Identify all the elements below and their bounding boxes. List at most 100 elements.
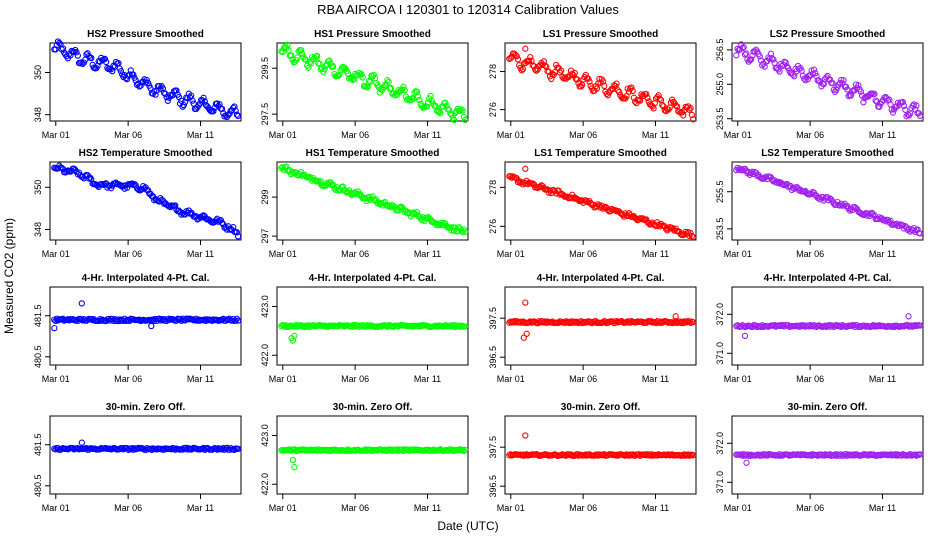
data-point [857, 88, 865, 95]
data-point [329, 63, 337, 70]
panel-title: 4-Hr. Interpolated 4-Pt. Cal. [764, 273, 892, 284]
data-point [812, 70, 819, 77]
data-point [838, 76, 845, 84]
data-point [413, 209, 421, 216]
panel-title: 30-min. Zero Off. [333, 402, 413, 413]
data-point [840, 77, 847, 84]
data-point [789, 71, 797, 78]
panel-11: 4-Hr. Interpolated 4-Pt. Cal. Mar 01 Mar 0… [715, 273, 924, 384]
panel-2: LS1 Pressure Smoothed Mar 01 Mar 06 Mar 11 2… [488, 29, 697, 140]
data-point [370, 71, 377, 79]
data-point [288, 52, 295, 59]
data-point [164, 97, 171, 104]
data-point [846, 207, 853, 214]
data-point [916, 230, 924, 237]
data-point [575, 196, 582, 204]
panel-7: LS2 Temperature Smoothed Mar 01 Mar 06 Mar … [715, 148, 924, 259]
x-tick-label: Mar 11 [869, 249, 896, 259]
figure-title: RBA AIRCOA I 120301 to 120314 Calibratio… [317, 2, 619, 17]
panel-1: HS1 Pressure Smoothed Mar 01 Mar 06 Mar 11 2… [260, 29, 469, 140]
data-point [279, 48, 286, 56]
data-point [889, 109, 897, 116]
y-tick-label: 350 [33, 65, 43, 80]
data-point [189, 97, 196, 104]
data-point [689, 319, 697, 326]
panel-title: 30-min. Zero Off. [106, 402, 186, 413]
x-tick-label: Mar 06 [796, 503, 824, 513]
x-tick-label: Mar 11 [869, 130, 896, 140]
outlier-point [522, 45, 529, 52]
outlier-point [78, 300, 85, 307]
data-point [561, 74, 568, 81]
data-point [374, 82, 381, 89]
data-point [52, 46, 59, 53]
x-tick-label: Mar 01 [269, 130, 297, 140]
panel-title: HS2 Temperature Smoothed [79, 148, 213, 159]
data-point [88, 176, 95, 183]
data-point [216, 101, 223, 108]
data-point [234, 445, 242, 453]
y-tick-label: 481.5 [33, 433, 43, 456]
data-point [231, 103, 238, 110]
plot-frame [49, 286, 242, 366]
data-point [655, 92, 662, 99]
y-tick-label: 299.5 [260, 57, 270, 80]
data-point [577, 83, 585, 90]
data-point [387, 85, 395, 92]
x-tick-label: Mar 06 [569, 503, 597, 513]
x-tick-label: Mar 01 [42, 249, 70, 259]
y-tick-label: 397.5 [488, 436, 498, 459]
plot-frame [504, 286, 697, 366]
data-point [741, 51, 749, 58]
data-point [900, 102, 908, 110]
data-point [222, 112, 229, 119]
y-tick-label: 422.0 [260, 344, 270, 367]
x-tick-label: Mar 11 [187, 130, 214, 140]
data-point [782, 59, 789, 66]
data-point [615, 88, 623, 96]
data-point [829, 80, 836, 87]
data-point [689, 116, 697, 123]
data-point [518, 67, 525, 74]
panel-9: 4-Hr. Interpolated 4-Pt. Cal. Mar 01 Mar 0… [260, 273, 469, 384]
data-point [689, 233, 697, 241]
data-point [770, 56, 777, 63]
data-point [173, 87, 180, 94]
data-point [400, 83, 407, 90]
x-tick-label: Mar 11 [869, 503, 896, 513]
data-point [334, 72, 342, 79]
data-point [358, 71, 365, 78]
x-tick-label: Mar 06 [341, 374, 369, 384]
data-point [449, 224, 456, 231]
plot-frame [504, 42, 697, 122]
panel-title: LS1 Temperature Smoothed [534, 148, 667, 159]
data-point [423, 215, 431, 222]
data-point [756, 53, 763, 60]
data-point [234, 317, 242, 324]
y-tick-label: 255.5 [715, 180, 725, 203]
x-tick-label: Mar 01 [42, 503, 70, 513]
x-tick-label: Mar 01 [497, 503, 525, 513]
data-point [689, 452, 697, 459]
outlier-point [520, 334, 527, 341]
plot-frame [504, 161, 697, 241]
data-point [459, 446, 466, 454]
panel-5: HS1 Temperature Smoothed Mar 01 Mar 06 Mar … [260, 148, 469, 259]
data-point [768, 55, 776, 62]
plot-frame [49, 161, 242, 241]
data-point [461, 228, 469, 235]
panel-title: LS2 Temperature Smoothed [761, 148, 894, 159]
panel-title: 30-min. Zero Off. [561, 402, 641, 413]
plot-frame [49, 42, 242, 122]
x-tick-label: Mar 06 [114, 249, 142, 259]
y-tick-label: 480.5 [33, 475, 43, 498]
data-point [370, 196, 377, 203]
data-point [672, 102, 679, 109]
plot-frame [49, 415, 242, 495]
y-tick-label: 350 [33, 180, 43, 195]
data-point [659, 101, 666, 109]
data-point [416, 96, 423, 104]
data-point [428, 97, 435, 104]
panel-6: LS1 Temperature Smoothed Mar 01 Mar 06 Mar … [488, 148, 697, 259]
outlier-point [522, 165, 529, 172]
